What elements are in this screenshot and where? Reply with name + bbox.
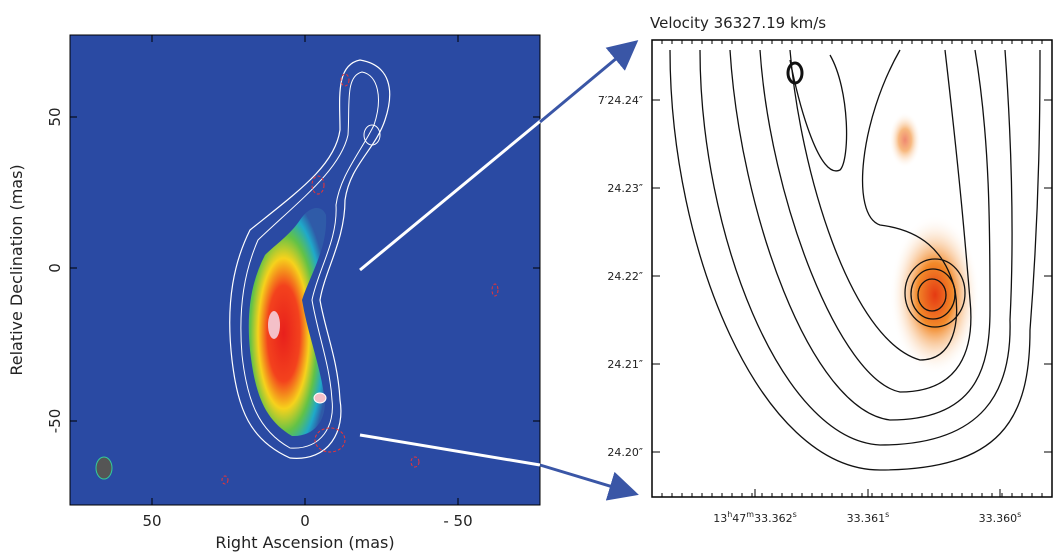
y-tick-label: 0 [46,263,64,273]
negative-contours [221,73,499,485]
x-tick-label: 50 [142,512,161,530]
tick-label-part: h [727,510,732,519]
beam [95,456,113,480]
contours [669,49,1041,471]
y-tick-label: 50 [46,107,64,126]
y-tick-label: 7′24.24″ [598,94,643,107]
x-axis-label: Right Ascension (mas) [215,533,394,552]
absorption [889,112,921,168]
tick-label-part: 13 [713,512,727,525]
hotspot [313,392,327,404]
jet-emission [248,208,327,437]
y-axis-label: Relative Declination (mas) [7,164,26,375]
left-panel: 50 0 - 50 50 0 -50 Right Ascension (mas) Rela… [7,34,541,552]
right-panel: Velocity 36327.19 km/s 13h47m33.362s 33.3… [598,14,1053,525]
panel-title: Velocity 36327.19 km/s [650,14,826,32]
tick-label-part: m [746,510,754,519]
x-tick-label: 0 [300,512,310,530]
x-tick-label: 33.361s [847,510,890,525]
tick-label-part: 33.361 [847,512,886,525]
tick-label-part: s [1017,510,1021,519]
x-tick-label: - 50 [443,512,472,530]
tick-label-part: 33.360 [979,512,1018,525]
arrow [539,40,639,124]
y-tick-label: 24.23″ [607,182,643,195]
tick-label-part: s [793,510,797,519]
tick-label-part: s [885,510,889,519]
tick-label-part: 47 [732,512,746,525]
y-tick-label: 24.21″ [607,358,643,371]
contour [240,71,379,449]
absorption [890,215,980,375]
arrow [539,463,639,501]
contour-peak [786,61,804,85]
contour [363,124,381,146]
outer-contour [229,59,391,459]
x-tick-label: 33.360s [979,510,1022,525]
y-tick-label: 24.22″ [607,270,643,283]
tick-label-part: 33.362 [754,512,793,525]
y-tick-label: 24.20″ [607,446,643,459]
arrow-line [359,433,541,467]
spectral-map [651,39,1053,498]
y-tick-label: -50 [46,409,64,434]
hotspot [268,311,280,339]
x-tick-label: 13h47m33.362s [713,510,797,525]
